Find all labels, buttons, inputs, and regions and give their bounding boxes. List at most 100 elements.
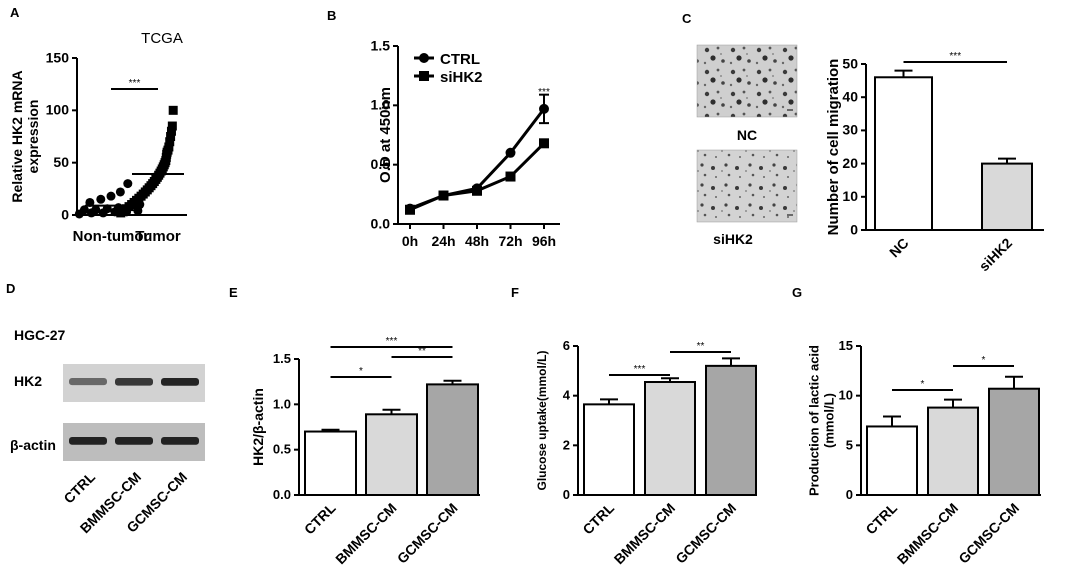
blot-band-hk2-gcmsc-cm <box>161 378 199 386</box>
chart-e-sig-label: ** <box>418 346 426 357</box>
chart-e-ytick-label: 1.5 <box>273 351 291 366</box>
chart-c-migration-bars: 0 10 20 30 40 50 NC siHK2 *** Number of cell migr… <box>825 51 1044 274</box>
chart-e-xtick-label: CTRL <box>301 499 339 537</box>
chart-a-ytick-label: 150 <box>46 49 70 65</box>
chart-b-ytick-label: 1.0 <box>371 97 391 113</box>
chart-f-xtick-label: BMMSC-CM <box>611 500 678 567</box>
chart-b-point-sihk2 <box>539 138 549 149</box>
chart-g-ylabel: Production of lactic acid <box>807 345 822 496</box>
chart-e-sig-label: * <box>359 366 363 377</box>
chart-f-ytick-label: 0 <box>563 487 570 502</box>
panel-letter-b: B <box>327 8 336 23</box>
panel-letter-d: D <box>6 281 15 296</box>
chart-e-ylabel: HK2/β-actin <box>250 388 266 466</box>
chart-f-xtick-label: GCMSC-CM <box>672 500 739 567</box>
chart-b-point-sihk2 <box>405 204 415 215</box>
chart-g-ytick-label: 5 <box>846 437 853 452</box>
blot-label-actin: β-actin <box>10 437 56 453</box>
chart-a-point-tumor <box>165 137 175 147</box>
chart-c-ytick-label: 0 <box>850 221 858 237</box>
chart-c-ytick-label: 20 <box>842 155 858 171</box>
panel-letter-g: G <box>792 285 802 300</box>
chart-b-ytick-label: 0.0 <box>371 215 391 231</box>
chart-c-ytick-label: 50 <box>842 55 858 71</box>
chart-e-bar-bmmsc-cm <box>365 413 418 497</box>
chart-g-xtick-label: GCMSC-CM <box>955 500 1022 567</box>
micrograph-label-nc: NC <box>737 127 757 143</box>
chart-a-point-nontumor <box>123 179 133 189</box>
chart-b-xtick-label: 0h <box>402 233 418 249</box>
chart-e-bar-ctrl <box>304 430 357 496</box>
chart-a-point-tumor <box>166 126 176 136</box>
chart-b-ylabel: O.D at 450nm <box>377 87 394 183</box>
chart-f-ytick-label: 6 <box>563 338 570 353</box>
chart-b-legend-label: siHK2 <box>440 69 483 86</box>
chart-g-ytick-label: 15 <box>839 338 853 353</box>
chart-e-ytick-label: 0.5 <box>273 442 291 457</box>
chart-b-ytick-label: 0.5 <box>371 156 391 172</box>
blot-cell-line: HGC-27 <box>14 327 66 343</box>
chart-a-point-nontumor <box>79 205 89 215</box>
chart-e-ytick-label: 1.0 <box>273 396 291 411</box>
blot-lane-label: CTRL <box>60 468 98 506</box>
chart-c-xtick-label: NC <box>886 235 912 261</box>
blot-band-hk2-bmmsc-cm <box>115 378 153 386</box>
blot-label-hk2: HK2 <box>14 373 42 389</box>
chart-f-bar-bmmsc-cm <box>644 381 696 496</box>
chart-b-od-line: 0.0 0.5 1.0 1.5 O.D at 450nm 0h 24h 48h 72h 96h CT… <box>371 37 560 249</box>
chart-a-ytick-label: 100 <box>46 102 70 118</box>
chart-e-hk2-bars: 0.00.51.01.5CTRLBMMSC-CMGCMSC-CM******HK… <box>250 336 480 567</box>
chart-g-xtick-label: BMMSC-CM <box>894 500 961 567</box>
chart-g-bar-ctrl <box>866 425 918 496</box>
chart-a-ytick-label: 0 <box>61 206 69 222</box>
chart-b-ytick-label: 1.5 <box>371 37 391 53</box>
chart-c-ytick-label: 30 <box>842 122 858 138</box>
micrograph-nc <box>696 44 798 118</box>
chart-a-xtick-label: Non-tumor <box>73 228 150 245</box>
chart-f-bar-ctrl <box>583 403 635 497</box>
chart-b-xtick-label: 72h <box>498 233 522 249</box>
chart-b-point-sihk2 <box>472 185 482 196</box>
chart-g-bar-gcmsc-cm <box>988 387 1040 497</box>
chart-a-point-nontumor <box>91 205 101 215</box>
chart-b-line-sihk2 <box>409 142 546 212</box>
micrograph-sihk2 <box>696 149 798 223</box>
chart-c-sig-label: *** <box>949 51 961 62</box>
chart-g-ytick-label: 0 <box>846 487 853 502</box>
chart-b-xtick-label: 96h <box>532 233 556 249</box>
chart-g-ylabel: (mmol/L) <box>822 393 837 448</box>
chart-f-ytick-label: 4 <box>563 388 571 403</box>
chart-c-bar-nc <box>874 76 933 231</box>
blot-band-actin-gcmsc-cm <box>161 437 199 445</box>
chart-b-point-sihk2 <box>438 190 449 201</box>
chart-b-point-sihk2 <box>505 171 516 182</box>
chart-e-ytick-label: 0.0 <box>273 487 291 502</box>
chart-a-ytick-label: 50 <box>53 154 69 170</box>
chart-a-point-tumor <box>168 105 178 115</box>
chart-e-sig-label: *** <box>386 336 398 347</box>
chart-e-xtick-label: BMMSC-CM <box>332 500 399 567</box>
panel-letter-c: C <box>682 11 692 26</box>
chart-b-legend-marker <box>419 53 429 63</box>
chart-a-point-nontumor <box>96 194 106 204</box>
chart-c-bar-sihk2 <box>981 162 1033 232</box>
chart-a-point-tumor <box>164 142 174 152</box>
chart-a-point-tumor <box>167 121 177 131</box>
chart-g-bar-bmmsc-cm <box>927 406 979 496</box>
chart-c-ytick-label: 40 <box>842 89 858 105</box>
chart-b-annotation: *** <box>538 87 550 98</box>
chart-c-xtick-label: siHK2 <box>976 235 1016 275</box>
chart-b-legend-marker <box>419 71 429 81</box>
chart-a-xtick-label: Tumor <box>135 228 181 245</box>
chart-e-bar-gcmsc-cm <box>426 383 479 496</box>
chart-g-sig-label: * <box>982 355 986 366</box>
blot-band-actin-bmmsc-cm <box>115 437 153 445</box>
chart-a-point-tumor <box>166 132 176 141</box>
chart-a-ylabel: expression <box>25 100 41 174</box>
chart-e-xtick-label: GCMSC-CM <box>394 500 461 567</box>
chart-b-xtick-label: 48h <box>465 233 489 249</box>
